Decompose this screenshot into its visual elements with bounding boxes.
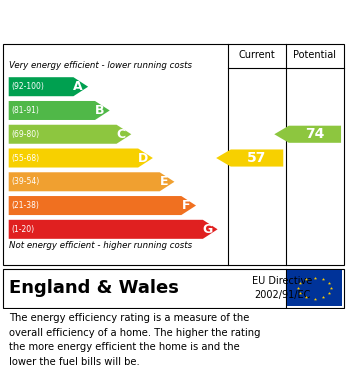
Text: A: A	[73, 80, 83, 93]
Text: (39-54): (39-54)	[11, 177, 40, 186]
Text: Potential: Potential	[293, 50, 337, 60]
Text: (92-100): (92-100)	[11, 82, 44, 91]
Text: D: D	[137, 152, 148, 165]
Polygon shape	[216, 149, 283, 167]
Text: Current: Current	[239, 50, 275, 60]
Text: England & Wales: England & Wales	[9, 279, 179, 297]
Text: C: C	[117, 128, 126, 141]
Text: (69-80): (69-80)	[11, 130, 40, 139]
Text: 74: 74	[305, 127, 325, 141]
Text: 57: 57	[247, 151, 267, 165]
Text: EU Directive
2002/91/EC: EU Directive 2002/91/EC	[252, 276, 313, 300]
Bar	[287, 271, 342, 306]
Polygon shape	[9, 196, 196, 215]
Text: F: F	[181, 199, 190, 212]
Text: B: B	[95, 104, 104, 117]
Polygon shape	[9, 125, 131, 144]
Text: Energy Efficiency Rating: Energy Efficiency Rating	[9, 12, 238, 30]
Text: (1-20): (1-20)	[11, 225, 34, 234]
Text: (81-91): (81-91)	[11, 106, 39, 115]
Polygon shape	[9, 101, 110, 120]
Text: The energy efficiency rating is a measure of the
overall efficiency of a home. T: The energy efficiency rating is a measur…	[9, 313, 260, 367]
Text: (21-38): (21-38)	[11, 201, 39, 210]
Polygon shape	[9, 172, 174, 191]
Polygon shape	[9, 149, 153, 167]
Polygon shape	[9, 220, 217, 239]
Polygon shape	[9, 77, 88, 96]
Text: (55-68): (55-68)	[11, 154, 40, 163]
Text: G: G	[202, 223, 212, 236]
Text: Very energy efficient - lower running costs: Very energy efficient - lower running co…	[9, 61, 192, 70]
Text: E: E	[160, 175, 168, 188]
Polygon shape	[274, 126, 341, 143]
Text: Not energy efficient - higher running costs: Not energy efficient - higher running co…	[9, 241, 192, 250]
